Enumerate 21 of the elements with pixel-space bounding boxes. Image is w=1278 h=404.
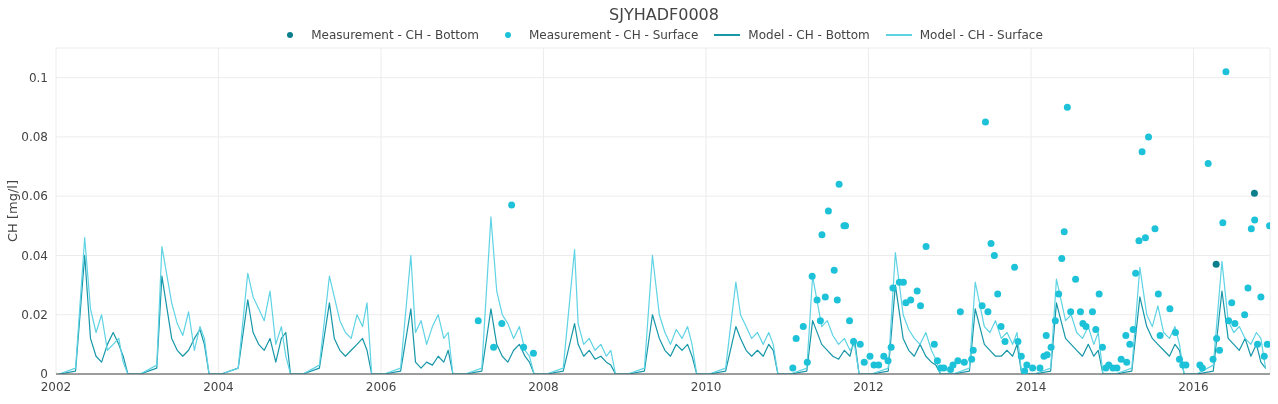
y-tick-label: 0.1 xyxy=(28,70,48,85)
x-tick-label: 2006 xyxy=(365,379,397,394)
legend-label: Measurement - CH - Bottom xyxy=(311,28,479,42)
x-tick-label: 2008 xyxy=(528,379,559,394)
y-tick-label: 0.04 xyxy=(21,248,48,263)
y-tick-label: 0.02 xyxy=(21,307,48,322)
x-tick-label: 2014 xyxy=(1015,379,1047,394)
legend-label: Model - CH - Surface xyxy=(919,28,1043,42)
y-axis-title: CH [mg/l] xyxy=(4,179,20,243)
y-tick-label: 0.08 xyxy=(21,130,48,145)
line-series xyxy=(58,216,1267,374)
legend-label: Measurement - CH - Surface xyxy=(528,28,699,42)
x-tick-label: 2004 xyxy=(203,379,234,394)
y-tick-label: 0.06 xyxy=(21,189,48,204)
x-tick-label: 2016 xyxy=(1178,379,1209,394)
x-tick-label: 2010 xyxy=(690,379,722,394)
y-tick-label: 0 xyxy=(40,367,48,382)
x-tick-label: 2012 xyxy=(853,379,884,394)
legend-label: Model - CH - Bottom xyxy=(748,28,870,42)
x-tick-label: 2002 xyxy=(40,379,72,394)
chart-title: SJYHADF0008 xyxy=(608,4,720,26)
